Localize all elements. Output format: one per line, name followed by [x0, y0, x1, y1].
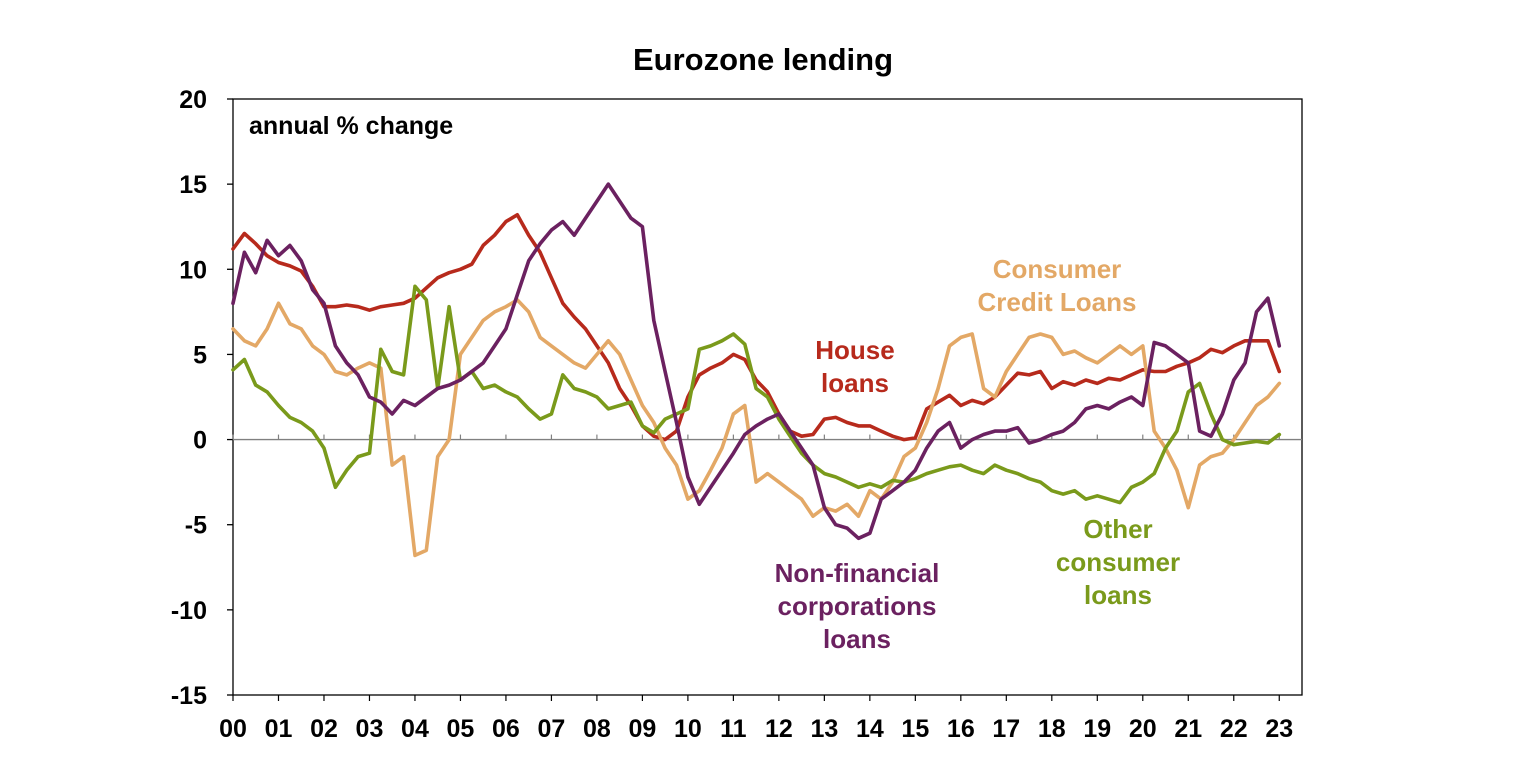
x-tick-label: 06: [492, 715, 520, 743]
y-axis: -15 -10 -5 0 5 10 15 20: [171, 86, 233, 710]
x-tick-label: 05: [447, 715, 475, 743]
y-tick-label: -15: [171, 682, 207, 710]
x-tick-label: 03: [356, 715, 384, 743]
series-lines: [231, 182, 1282, 558]
series-label-non-financial-corporations-loans: Non-financial corporations loans: [775, 558, 940, 654]
plot-frame: [232, 98, 1303, 696]
x-tick-label: 12: [765, 715, 793, 743]
x-tick-label: 09: [628, 715, 656, 743]
series-labels: House loans Consumer Credit Loans Other consu…: [775, 254, 1180, 654]
x-tick-label: 04: [401, 715, 429, 743]
x-tick-label: 20: [1129, 715, 1157, 743]
x-tick-label: 11: [720, 715, 747, 743]
x-tick-label: 07: [538, 715, 566, 743]
y-tick-label: 5: [193, 341, 207, 369]
x-tick-label: 19: [1083, 715, 1111, 743]
x-tick-label: 21: [1174, 715, 1202, 743]
series-line-consumer-credit-loans: [231, 298, 1282, 558]
x-tick-label: 23: [1265, 715, 1293, 743]
x-tick-label: 16: [947, 715, 975, 743]
x-tick-label: 22: [1220, 715, 1248, 743]
x-tick-label: 02: [310, 715, 338, 743]
y-tick-label: 15: [179, 171, 207, 199]
unit-label: annual % change: [249, 112, 453, 140]
series-label-other-consumer-loans: Other consumer loans: [1056, 514, 1180, 610]
series-label-house-loans: House loans: [815, 335, 894, 398]
y-tick-label: -10: [171, 597, 207, 625]
x-tick-label: 00: [219, 715, 247, 743]
plot-area: [232, 98, 1303, 696]
series-label-consumer-credit-loans: Consumer Credit Loans: [978, 254, 1137, 317]
y-tick-label: 10: [179, 256, 207, 284]
y-tick-label: -5: [185, 512, 207, 540]
x-axis: 00 01 02 03 04 05 06 07 08 09 10 11 12 13 14 15 16 17 18 19…: [219, 434, 1293, 743]
x-tick-label: 15: [901, 715, 929, 743]
series-line-non-financial-corporations-loans: [231, 182, 1282, 541]
y-tick-label: 20: [179, 86, 207, 114]
x-tick-label: 01: [265, 715, 293, 743]
y-tick-label: 0: [193, 427, 207, 455]
series-line-other-consumer-loans: [231, 284, 1282, 505]
x-tick-label: 13: [810, 715, 838, 743]
x-tick-label: 17: [992, 715, 1020, 743]
x-tick-label: 14: [856, 715, 884, 743]
x-tick-label: 18: [1038, 715, 1066, 743]
chart-title: Eurozone lending: [633, 42, 893, 77]
series-line-house-loans: [231, 213, 1282, 442]
x-tick-label: 08: [583, 715, 611, 743]
x-tick-label: 10: [674, 715, 702, 743]
